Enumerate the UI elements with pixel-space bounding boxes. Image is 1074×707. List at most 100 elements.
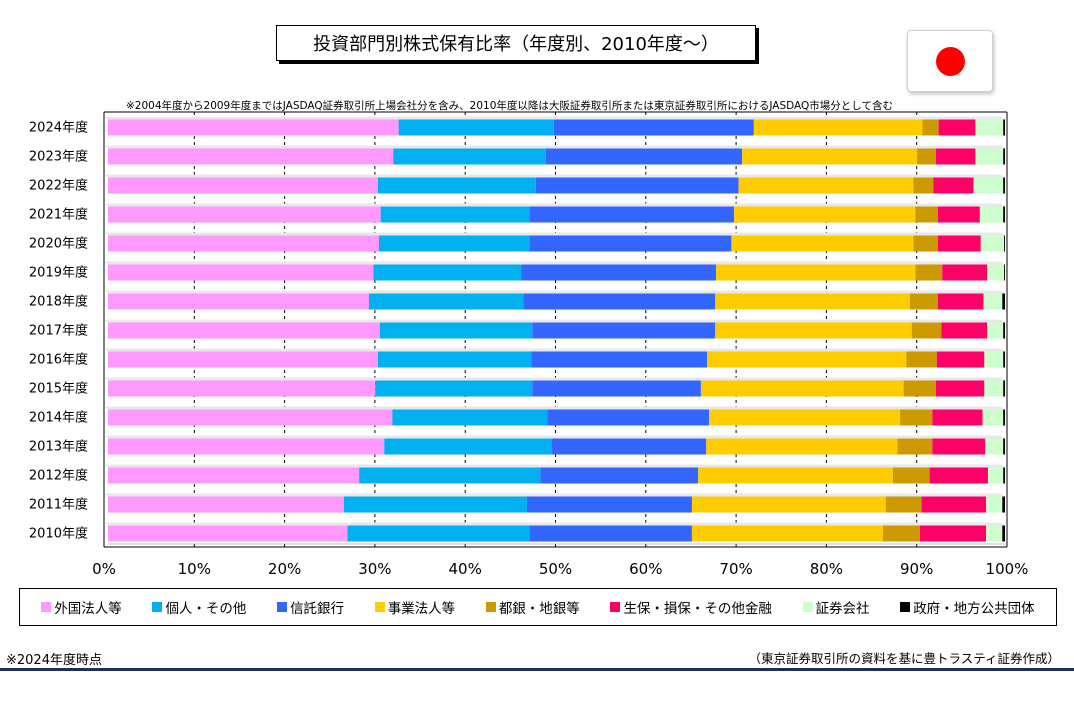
as-of-note: ※2024年度時点 — [6, 653, 102, 668]
legend-item: 信託銀行 — [277, 597, 344, 617]
bar-segment — [933, 177, 974, 194]
bar-segment — [938, 119, 976, 136]
bar-segment — [347, 525, 530, 542]
legend-item: 個人・その他 — [152, 597, 246, 617]
bar-segment — [742, 148, 918, 165]
bar-segment — [108, 380, 376, 397]
bar-segment — [691, 525, 884, 542]
japan-flag-icon — [907, 30, 993, 92]
bar-segment — [108, 206, 381, 223]
x-tick-label: 50% — [539, 560, 572, 578]
bar-top-face — [104, 261, 1005, 265]
bar-segment — [937, 293, 984, 310]
bar-segment — [975, 119, 1004, 136]
bar-segment — [1003, 148, 1005, 165]
bar-segment — [393, 148, 546, 165]
bar-segment — [985, 438, 1004, 455]
footer-divider — [0, 668, 1074, 671]
legend-item: 外国法人等 — [41, 597, 122, 617]
bar-segment — [915, 264, 943, 281]
y-category-label: 2013年度 — [29, 439, 88, 455]
bar-segment — [913, 177, 934, 194]
legend-item: 証券会社 — [802, 597, 870, 617]
chart-legend: 外国法人等 個人・その他 信託銀行 事業法人等 都銀・地銀等 生保・損保・その他金融 証券会… — [19, 588, 1057, 626]
bar-segment — [398, 119, 554, 136]
source-note: （東京証券取引所の資料を基に豊トラスティ証券作成） — [748, 651, 1060, 666]
y-category-label: 2020年度 — [29, 236, 88, 252]
bar-segment — [529, 206, 735, 223]
bar-segment — [1002, 525, 1005, 542]
bar-segment — [108, 322, 380, 339]
legend-label: 政府・地方公共団体 — [913, 601, 1035, 617]
bar-segment — [932, 409, 983, 426]
bar-segment — [979, 206, 1004, 223]
bar-segment — [738, 177, 914, 194]
y-category-label: 2024年度 — [29, 120, 88, 136]
bar-segment — [691, 496, 886, 513]
x-tick-label: 70% — [719, 560, 752, 578]
x-tick-label: 80% — [810, 560, 843, 578]
bar-top-face — [104, 493, 1005, 497]
legend-label: 外国法人等 — [54, 601, 122, 617]
bar-segment — [369, 293, 524, 310]
y-category-label: 2012年度 — [29, 468, 88, 484]
bar-segment — [715, 322, 912, 339]
bar-segment — [375, 380, 533, 397]
bar-top-face — [104, 435, 1005, 439]
chart-title-box: 投資部門別株式保有比率（年度別、2010年度～） — [276, 25, 756, 61]
bar-segment — [373, 264, 522, 281]
bar-segment — [885, 496, 922, 513]
y-category-label: 2015年度 — [29, 381, 88, 397]
bar-segment — [941, 322, 988, 339]
bar-segment — [987, 467, 1004, 484]
bar-segment — [108, 119, 399, 136]
legend-label: 信託銀行 — [290, 601, 345, 617]
y-category-label: 2021年度 — [29, 207, 88, 223]
bar-segment — [984, 380, 1004, 397]
bar-segment — [937, 206, 980, 223]
bar-segment — [531, 351, 708, 368]
y-category-label: 2023年度 — [29, 149, 88, 165]
bar-top-face — [104, 464, 1005, 468]
legend-label: 個人・その他 — [165, 601, 247, 617]
bar-segment — [552, 438, 707, 455]
bar-top-face — [104, 116, 1005, 120]
bar-segment — [706, 438, 898, 455]
bar-segment — [1004, 235, 1005, 252]
bar-segment — [392, 409, 548, 426]
bar-segment — [540, 467, 699, 484]
bar-segment — [529, 235, 732, 252]
bar-segment — [883, 525, 920, 542]
legend-item: 都銀・地銀等 — [485, 597, 580, 617]
bar-segment — [526, 496, 692, 513]
x-tick-label: 100% — [986, 560, 1029, 578]
bar-segment — [973, 177, 1004, 194]
x-tick-label: 0% — [92, 560, 116, 578]
legend-swatch — [152, 602, 163, 612]
legend-swatch — [900, 602, 911, 612]
legend-swatch — [41, 602, 52, 612]
bar-segment — [108, 177, 378, 194]
bar-segment — [108, 525, 348, 542]
y-category-label: 2017年度 — [29, 323, 88, 339]
bar-segment — [935, 380, 985, 397]
bar-segment — [906, 351, 937, 368]
bar-segment — [384, 438, 553, 455]
bar-segment — [1003, 119, 1005, 136]
bar-segment — [1003, 351, 1005, 368]
bar-segment — [1003, 322, 1005, 339]
bar-segment — [547, 409, 709, 426]
bar-segment — [108, 235, 379, 252]
x-tick-label: 40% — [449, 560, 482, 578]
legend-item: 政府・地方公共団体 — [900, 597, 1035, 617]
bar-segment — [915, 206, 938, 223]
y-category-label: 2014年度 — [29, 410, 88, 426]
y-category-label: 2019年度 — [29, 265, 88, 281]
bar-segment — [917, 148, 936, 165]
legend-swatch — [277, 602, 288, 612]
bar-segment — [380, 206, 530, 223]
bar-segment — [936, 351, 985, 368]
bar-segment — [698, 467, 893, 484]
y-category-label: 2011年度 — [29, 497, 88, 513]
legend-label: 都銀・地銀等 — [498, 601, 580, 617]
